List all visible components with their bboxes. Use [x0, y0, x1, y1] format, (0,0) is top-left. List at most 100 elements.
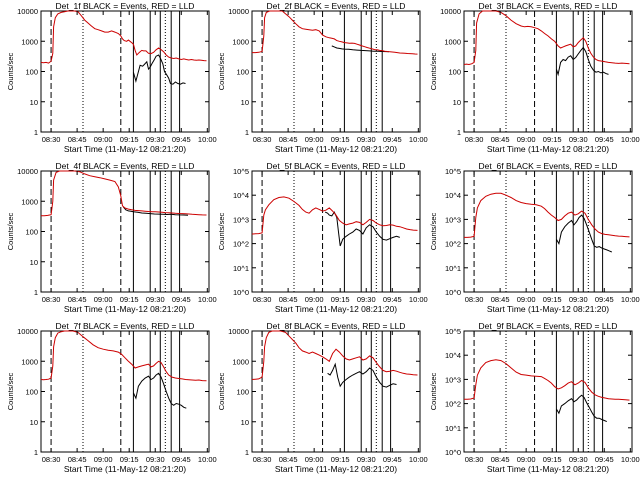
x-tick-label: 09:45: [172, 455, 191, 464]
x-tick-label: 10:00: [621, 135, 640, 144]
x-tick-label: 09:45: [595, 455, 614, 464]
y-tick-label: 100: [25, 228, 38, 237]
x-tick-label: 09:15: [331, 295, 350, 304]
y-tick-label: 10: [241, 98, 249, 107]
y-tick-label: 1: [457, 128, 461, 137]
events-series-line: [555, 46, 609, 77]
y-tick-label: 1000: [21, 197, 38, 206]
x-tick-label: 08:30: [42, 135, 61, 144]
x-tick-label: 09:45: [172, 295, 191, 304]
chart-panel: 1 10 100 1000 10000 08:30 08:45 09:00 09:15 09:30…: [6, 161, 217, 314]
x-tick-label: 08:30: [42, 295, 61, 304]
y-tick-label: 10^2: [445, 400, 461, 409]
y-tick-label: 10^0: [233, 288, 249, 297]
plot-frame: [40, 170, 210, 293]
x-tick-label: 10:00: [409, 135, 428, 144]
y-tick-label: 100: [448, 68, 461, 77]
x-tick-label: 09:45: [383, 135, 402, 144]
x-tick-label: 10:00: [198, 135, 217, 144]
panel-title: Det_6f BLACK = Events, RED = LLD: [479, 161, 618, 171]
y-tick-label: 1: [34, 448, 38, 457]
x-tick-label: 08:45: [68, 295, 87, 304]
y-tick-label: 100: [25, 388, 38, 397]
x-tick-label: 08:30: [465, 295, 484, 304]
y-tick-label: 10^5: [445, 167, 461, 176]
events-series-line: [331, 45, 389, 53]
y-tick-label: 10^0: [445, 448, 461, 457]
lld-series-line: [251, 330, 418, 380]
x-tick-label: 09:30: [569, 455, 588, 464]
lld-series-line: [464, 359, 630, 401]
y-tick-label: 10^4: [233, 191, 249, 200]
y-tick-label: 10^2: [233, 240, 249, 249]
events-series-line: [555, 394, 608, 423]
events-series-line: [132, 372, 187, 409]
x-tick-label: 09:00: [305, 455, 324, 464]
y-tick-label: 100: [25, 68, 38, 77]
x-tick-label: 09:30: [357, 455, 376, 464]
x-tick-label: 10:00: [409, 295, 428, 304]
x-axis-label: Start Time (11-May-12 08:21:20): [64, 144, 186, 154]
x-axis-label: Start Time (11-May-12 08:21:20): [487, 144, 609, 154]
y-axis-label: Counts/sec: [429, 52, 438, 90]
x-tick-label: 08:45: [491, 295, 510, 304]
x-tick-label: 08:30: [465, 455, 484, 464]
x-tick-label: 08:30: [253, 295, 272, 304]
y-tick-label: 10000: [228, 7, 249, 16]
x-axis-label: Start Time (11-May-12 08:21:20): [275, 144, 397, 154]
chart-panel: 1 10 100 1000 10000 08:30 08:45 09:00 09:15 09:30…: [429, 1, 640, 154]
y-tick-label: 10^5: [445, 327, 461, 336]
x-tick-label: 09:30: [357, 295, 376, 304]
x-tick-label: 08:30: [253, 135, 272, 144]
y-tick-label: 10^1: [445, 424, 461, 433]
y-tick-label: 1: [245, 128, 249, 137]
panel-title: Det_1f BLACK = Events, RED = LLD: [56, 1, 195, 11]
y-tick-label: 100: [236, 388, 249, 397]
y-tick-label: 10: [30, 418, 38, 427]
x-tick-label: 09:00: [517, 295, 536, 304]
x-tick-label: 09:30: [146, 295, 165, 304]
x-tick-label: 09:00: [517, 135, 536, 144]
panel-title: Det_5f BLACK = Events, RED = LLD: [267, 161, 406, 171]
panel-title: Det_8f BLACK = Events, RED = LLD: [267, 321, 406, 331]
plot-frame: [463, 170, 633, 293]
x-tick-label: 09:30: [569, 295, 588, 304]
x-tick-label: 09:15: [120, 455, 139, 464]
x-tick-label: 08:45: [279, 455, 298, 464]
y-axis-label: Counts/sec: [429, 372, 438, 410]
lld-series-line: [251, 196, 418, 235]
panel-title: Det_7f BLACK = Events, RED = LLD: [56, 321, 195, 331]
x-tick-label: 09:00: [94, 295, 113, 304]
y-axis-label: Counts/sec: [217, 52, 226, 90]
events-series-line: [555, 214, 613, 253]
y-tick-label: 1000: [21, 37, 38, 46]
y-tick-label: 10^2: [445, 240, 461, 249]
y-tick-label: 10000: [440, 7, 461, 16]
lld-series-line: [252, 10, 418, 55]
lld-series-line: [40, 330, 207, 382]
y-tick-label: 100: [236, 68, 249, 77]
x-axis-label: Start Time (11-May-12 08:21:20): [64, 304, 186, 314]
y-tick-label: 10^3: [445, 375, 461, 384]
y-axis-label: Counts/sec: [217, 372, 226, 410]
y-tick-label: 10000: [17, 327, 38, 336]
x-tick-label: 09:30: [146, 455, 165, 464]
x-axis-label: Start Time (11-May-12 08:21:20): [487, 304, 609, 314]
y-tick-label: 10: [30, 98, 38, 107]
chart-panel: 10^0 10^1 10^2 10^3 10^4 10^5 08:30 08:45 09:00 0…: [217, 161, 428, 314]
y-tick-label: 10^5: [233, 167, 249, 176]
y-tick-label: 10000: [17, 167, 38, 176]
events-series-line: [122, 206, 189, 216]
events-series-line: [324, 211, 400, 247]
x-axis-label: Start Time (11-May-12 08:21:20): [487, 464, 609, 474]
y-tick-label: 10: [241, 418, 249, 427]
chart-panel: 10^0 10^1 10^2 10^3 10^4 10^5 08:30 08:45 09:00 0…: [429, 161, 640, 314]
x-tick-label: 09:00: [94, 455, 113, 464]
y-axis-label: Counts/sec: [6, 212, 15, 250]
lld-series-line: [463, 10, 630, 66]
y-tick-label: 1: [245, 448, 249, 457]
y-tick-label: 1000: [444, 37, 461, 46]
y-tick-label: 10^0: [445, 288, 461, 297]
y-tick-label: 10^1: [233, 264, 249, 273]
